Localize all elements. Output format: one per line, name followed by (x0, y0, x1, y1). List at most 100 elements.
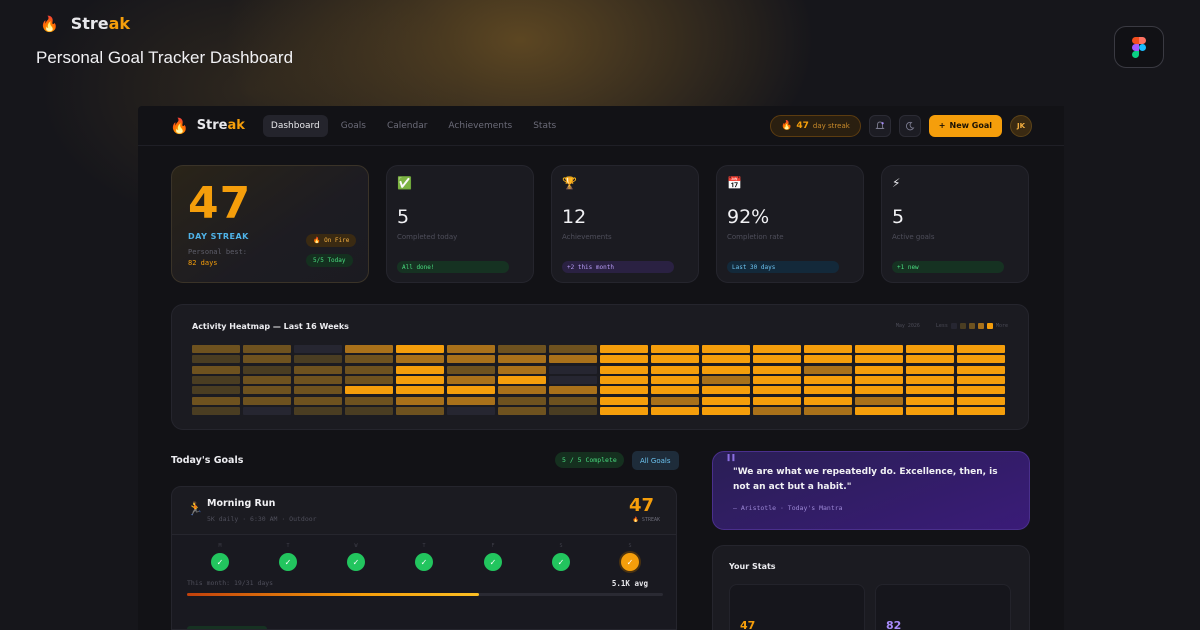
heatmap-cell[interactable] (498, 365, 546, 374)
heatmap-cell[interactable] (294, 375, 342, 384)
heatmap-cell[interactable] (702, 365, 750, 374)
heatmap-cell[interactable] (192, 365, 240, 374)
heatmap-cell[interactable] (498, 345, 546, 353)
app-logo[interactable]: 🔥 Streak (170, 117, 245, 135)
heatmap-cell[interactable] (855, 386, 903, 395)
heatmap-cell[interactable] (498, 386, 546, 395)
heatmap-cell[interactable] (549, 355, 597, 364)
heatmap-cell[interactable] (192, 375, 240, 384)
heatmap-cell[interactable] (396, 386, 444, 395)
heatmap-cell[interactable] (549, 386, 597, 395)
heatmap-cell[interactable] (549, 396, 597, 405)
heatmap-cell[interactable] (804, 375, 852, 384)
heatmap-cell[interactable] (294, 365, 342, 374)
heatmap-cell[interactable] (192, 386, 240, 395)
heatmap-cell[interactable] (804, 386, 852, 395)
heatmap-cell[interactable] (243, 386, 291, 395)
heatmap-cell[interactable] (702, 345, 750, 353)
heatmap-cell[interactable] (396, 406, 444, 415)
heatmap-cell[interactable] (345, 396, 393, 405)
heatmap-cell[interactable] (294, 406, 342, 415)
tab-dashboard[interactable]: Dashboard (262, 114, 328, 137)
heatmap-cell[interactable] (957, 396, 1005, 405)
heatmap-cell[interactable] (651, 355, 699, 364)
heatmap-cell[interactable] (294, 355, 342, 364)
tab-achievements[interactable]: Achievements (448, 120, 513, 131)
heatmap-cell[interactable] (855, 365, 903, 374)
heatmap-cell[interactable] (804, 345, 852, 353)
heatmap-cell[interactable] (753, 345, 801, 353)
heatmap-cell[interactable] (855, 345, 903, 353)
heatmap-cell[interactable] (549, 365, 597, 374)
heatmap-cell[interactable] (855, 375, 903, 384)
heatmap-cell[interactable] (906, 375, 954, 384)
heatmap-cell[interactable] (855, 396, 903, 405)
heatmap-cell[interactable] (906, 345, 954, 353)
heatmap-cell[interactable] (651, 396, 699, 405)
tab-calendar[interactable]: Calendar (386, 120, 428, 131)
heatmap-cell[interactable] (192, 355, 240, 364)
heatmap-cell[interactable] (447, 365, 495, 374)
heatmap-cell[interactable] (702, 406, 750, 415)
heatmap-cell[interactable] (906, 355, 954, 364)
heatmap-cell[interactable] (345, 375, 393, 384)
heatmap-cell[interactable] (804, 365, 852, 374)
heatmap-cell[interactable] (957, 365, 1005, 374)
heatmap-cell[interactable] (702, 355, 750, 364)
heatmap-cell[interactable] (243, 375, 291, 384)
heatmap-cell[interactable] (702, 375, 750, 384)
heatmap-cell[interactable] (498, 375, 546, 384)
heatmap-cell[interactable] (294, 386, 342, 395)
heatmap-cell[interactable] (498, 396, 546, 405)
heatmap-cell[interactable] (345, 386, 393, 395)
heatmap-cell[interactable] (243, 406, 291, 415)
day-check-thu[interactable]: T ✓ (414, 543, 434, 571)
heatmap-cell[interactable] (447, 386, 495, 395)
tab-stats[interactable]: Stats (533, 120, 557, 131)
heatmap-cell[interactable] (345, 355, 393, 364)
day-check-tue[interactable]: T ✓ (278, 543, 298, 571)
heatmap-cell[interactable] (702, 396, 750, 405)
heatmap-cell[interactable] (651, 386, 699, 395)
streak-pill[interactable]: 🔥 47 day streak (770, 114, 861, 137)
heatmap-cell[interactable] (855, 406, 903, 415)
day-check-sun[interactable]: S ✓ (620, 543, 640, 571)
heatmap-cell[interactable] (600, 396, 648, 405)
heatmap-cell[interactable] (396, 355, 444, 364)
heatmap-cell[interactable] (753, 375, 801, 384)
heatmap-cell[interactable] (294, 345, 342, 353)
heatmap-cell[interactable] (600, 345, 648, 353)
heatmap-cell[interactable] (396, 375, 444, 384)
heatmap-cell[interactable] (396, 345, 444, 353)
figma-icon[interactable] (1114, 26, 1164, 68)
heatmap-cell[interactable] (498, 355, 546, 364)
heatmap-cell[interactable] (753, 386, 801, 395)
day-check-wed[interactable]: W ✓ (346, 543, 366, 571)
heatmap-cell[interactable] (906, 396, 954, 405)
heatmap-cell[interactable] (906, 386, 954, 395)
heatmap-cell[interactable] (651, 365, 699, 374)
heatmap-cell[interactable] (753, 406, 801, 415)
heatmap-cell[interactable] (753, 365, 801, 374)
heatmap-cell[interactable] (957, 355, 1005, 364)
heatmap-cell[interactable] (549, 406, 597, 415)
heatmap-cell[interactable] (957, 406, 1005, 415)
heatmap-cell[interactable] (906, 406, 954, 415)
heatmap-cell[interactable] (498, 406, 546, 415)
new-goal-button[interactable]: + New Goal (928, 114, 1002, 137)
heatmap-cell[interactable] (345, 345, 393, 353)
day-check-fri[interactable]: F ✓ (483, 543, 503, 571)
heatmap-cell[interactable] (447, 396, 495, 405)
heatmap-cell[interactable] (345, 365, 393, 374)
heatmap-cell[interactable] (243, 396, 291, 405)
heatmap-cell[interactable] (702, 386, 750, 395)
heatmap-cell[interactable] (549, 375, 597, 384)
heatmap-cell[interactable] (600, 406, 648, 415)
heatmap-cell[interactable] (600, 355, 648, 364)
heatmap-cell[interactable] (192, 406, 240, 415)
day-check-sat[interactable]: S ✓ (551, 543, 571, 571)
heatmap-cell[interactable] (957, 345, 1005, 353)
heatmap-cell[interactable] (957, 386, 1005, 395)
heatmap-cell[interactable] (753, 355, 801, 364)
heatmap-cell[interactable] (753, 396, 801, 405)
